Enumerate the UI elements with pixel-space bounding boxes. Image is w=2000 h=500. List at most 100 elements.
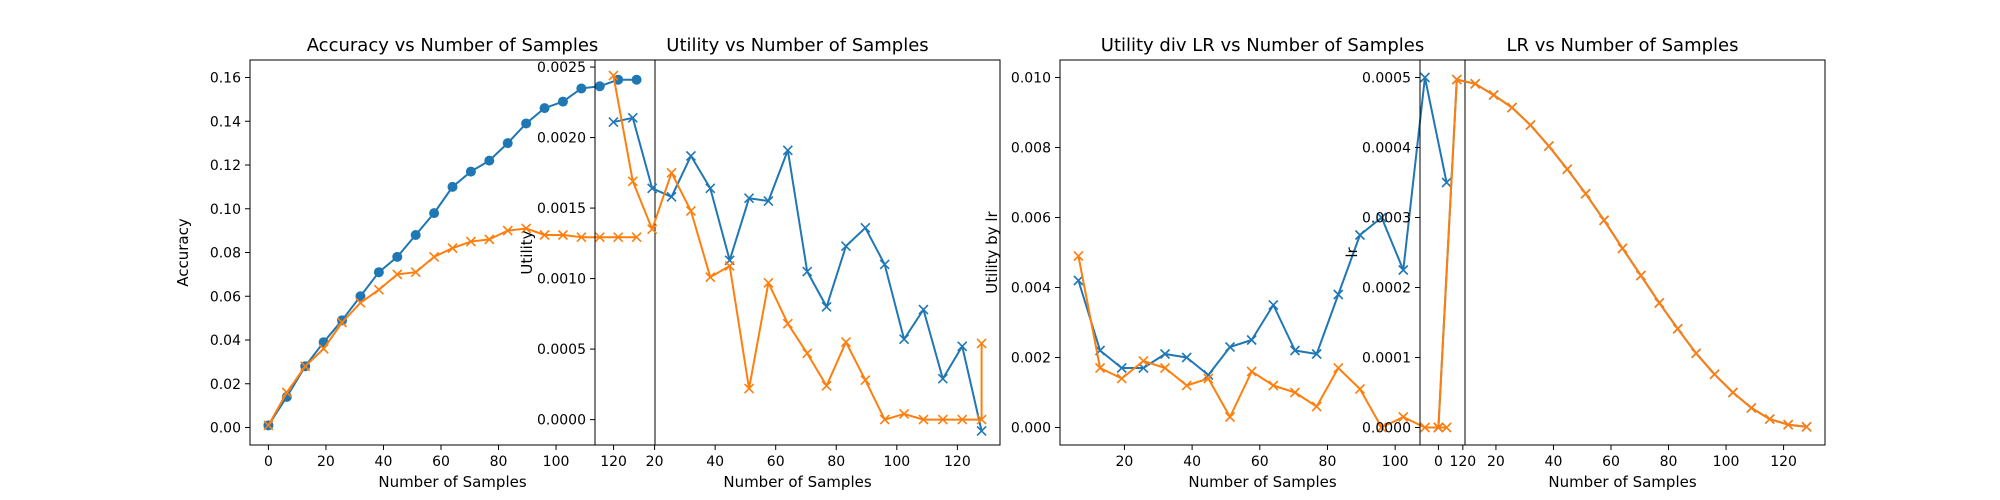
data-point (631, 232, 642, 243)
x-axis-label: Number of Samples (723, 473, 871, 491)
y-tick-label: 0.0001 (1362, 351, 1411, 367)
data-point (1451, 74, 1462, 85)
data-point (743, 193, 755, 204)
data-point (821, 301, 832, 312)
data-point (705, 272, 716, 283)
data-point (447, 181, 458, 192)
data-point (1311, 401, 1322, 412)
y-tick-label: 0.010 (1011, 71, 1051, 87)
data-point (860, 222, 871, 233)
x-tick-label: 60 (432, 454, 450, 470)
data-point (1073, 250, 1084, 262)
series-1 (1433, 74, 1812, 433)
data-point (429, 208, 440, 219)
y-tick-label: 0.008 (1011, 141, 1051, 157)
data-point (937, 414, 948, 425)
data-point (502, 138, 513, 149)
series-line (1437, 78, 1807, 428)
data-point (1376, 422, 1387, 433)
x-tick-label: 40 (706, 454, 724, 470)
y-tick-label: 0.0002 (1362, 281, 1411, 297)
data-point (631, 74, 642, 85)
data-point (899, 334, 910, 345)
x-tick-label: 80 (1319, 454, 1337, 470)
x-axis-label: Number of Samples (1548, 473, 1696, 491)
data-point (410, 267, 421, 278)
data-point (410, 230, 421, 240)
data-point (1268, 380, 1279, 391)
data-point (576, 232, 587, 243)
series-line (267, 227, 637, 426)
data-point (879, 259, 890, 270)
data-point (685, 205, 696, 216)
x-tick-label: 120 (600, 454, 627, 470)
data-point (1073, 275, 1084, 286)
data-point (1398, 411, 1409, 423)
series-0 (1073, 72, 1452, 381)
data-point (1419, 72, 1430, 83)
data-point (484, 234, 495, 245)
data-point (608, 116, 619, 128)
data-point (1116, 373, 1127, 384)
x-tick-label: 20 (317, 454, 335, 470)
data-point (576, 83, 587, 94)
y-tick-label: 0.04 (210, 333, 241, 349)
data-point (1333, 289, 1344, 300)
y-tick-label: 0.004 (1011, 281, 1051, 297)
axes-frame (594, 59, 1001, 446)
data-point (627, 176, 638, 187)
data-point (763, 277, 774, 288)
y-tick-label: 0.0000 (537, 413, 586, 429)
data-point (647, 183, 658, 194)
data-point (743, 383, 755, 394)
data-point (1562, 164, 1573, 175)
data-point (1709, 369, 1720, 380)
data-point (724, 260, 735, 271)
data-point (1333, 362, 1344, 374)
data-point (1635, 270, 1646, 281)
data-point (373, 267, 384, 278)
x-tick-label: 40 (1545, 454, 1563, 470)
data-point (647, 224, 658, 235)
data-point (1203, 373, 1214, 384)
data-point (373, 284, 384, 295)
y-tick-label: 0.06 (210, 289, 241, 305)
data-point (337, 315, 348, 326)
x-tick-label: 20 (1116, 454, 1134, 470)
chart-title: Accuracy vs Number of Samples (307, 35, 599, 56)
data-point (821, 380, 832, 391)
data-point (1506, 102, 1518, 113)
x-tick-label: 40 (1183, 454, 1201, 470)
data-point (1354, 229, 1366, 241)
data-point (594, 232, 605, 243)
data-point (539, 229, 550, 241)
data-point (1354, 383, 1366, 395)
x-tick-label: 120 (1770, 454, 1797, 470)
y-tick-label: 0.12 (210, 158, 241, 174)
data-point (976, 338, 987, 349)
data-point (557, 96, 568, 107)
data-point (1203, 369, 1214, 381)
data-point (802, 348, 813, 359)
data-point (1672, 323, 1683, 334)
chart-title: LR vs Number of Samples (1507, 35, 1739, 56)
data-point (392, 269, 403, 280)
series-line (613, 116, 983, 432)
data-point (1224, 411, 1236, 423)
chart-panel-1: 20 40 60 80 100 120 0.0000 0.0005 0.0010 0.0015 0.… (518, 35, 1001, 491)
data-point (608, 70, 619, 81)
series-1 (1073, 250, 1452, 433)
data-point (879, 414, 890, 425)
data-point (429, 251, 440, 262)
axes-frame (1059, 59, 1466, 446)
x-tick-label: 120 (1449, 454, 1476, 470)
y-tick-label: 0.0025 (537, 60, 586, 76)
data-point (782, 145, 793, 156)
data-point (1398, 264, 1409, 276)
x-tick-label: 100 (543, 454, 570, 470)
data-point (557, 229, 569, 241)
series-0 (608, 112, 987, 436)
data-point (539, 103, 550, 114)
data-point (521, 118, 532, 129)
